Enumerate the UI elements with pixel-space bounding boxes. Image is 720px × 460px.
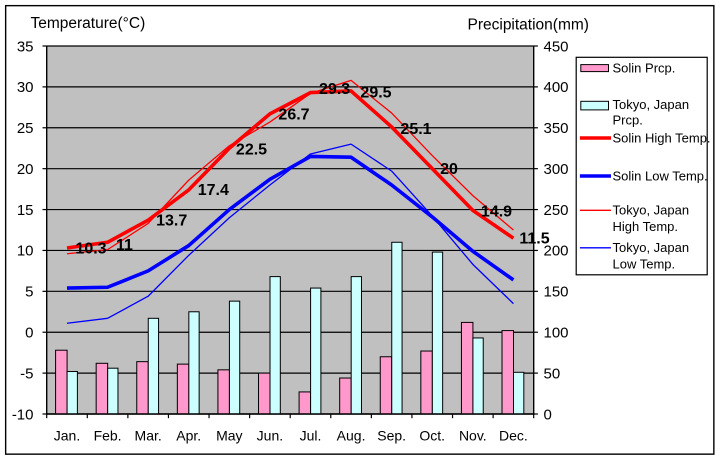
svg-text:29.3: 29.3 bbox=[319, 81, 350, 98]
svg-text:Dec.: Dec. bbox=[499, 427, 528, 443]
svg-text:30: 30 bbox=[17, 79, 34, 96]
svg-text:300: 300 bbox=[544, 161, 569, 178]
svg-text:50: 50 bbox=[544, 365, 561, 382]
svg-text:Jul.: Jul. bbox=[300, 427, 322, 443]
svg-text:17.4: 17.4 bbox=[198, 182, 229, 199]
svg-text:100: 100 bbox=[544, 325, 569, 342]
svg-text:Solin Prcp.: Solin Prcp. bbox=[613, 61, 676, 76]
svg-text:Tokyo, Japan: Tokyo, Japan bbox=[613, 240, 690, 255]
svg-text:Mar.: Mar. bbox=[135, 427, 162, 443]
svg-text:14.9: 14.9 bbox=[481, 203, 512, 220]
svg-text:Nov.: Nov. bbox=[459, 427, 487, 443]
svg-text:22.5: 22.5 bbox=[236, 142, 267, 159]
svg-text:Aug.: Aug. bbox=[337, 427, 366, 443]
svg-text:25: 25 bbox=[17, 120, 34, 137]
svg-text:Apr.: Apr. bbox=[176, 427, 201, 443]
svg-text:Precipitation(mm): Precipitation(mm) bbox=[468, 16, 589, 33]
svg-text:Tokyo, Japan: Tokyo, Japan bbox=[613, 203, 690, 218]
svg-text:11.5: 11.5 bbox=[519, 231, 549, 248]
svg-text:Jun.: Jun. bbox=[257, 427, 283, 443]
svg-text:15: 15 bbox=[17, 202, 34, 219]
svg-text:350: 350 bbox=[544, 120, 569, 137]
svg-text:High Temp.: High Temp. bbox=[613, 219, 679, 234]
svg-text:May: May bbox=[216, 427, 242, 443]
svg-text:10.3: 10.3 bbox=[75, 240, 106, 257]
svg-text:35: 35 bbox=[17, 38, 34, 55]
svg-text:150: 150 bbox=[544, 284, 569, 301]
svg-text:5: 5 bbox=[25, 284, 33, 301]
svg-text:Feb.: Feb. bbox=[94, 427, 122, 443]
svg-text:-5: -5 bbox=[20, 365, 33, 382]
svg-text:Sep.: Sep. bbox=[377, 427, 406, 443]
svg-text:200: 200 bbox=[544, 243, 569, 260]
svg-text:Oct.: Oct. bbox=[419, 427, 445, 443]
svg-text:400: 400 bbox=[544, 79, 569, 96]
svg-text:Prcp.: Prcp. bbox=[613, 113, 643, 128]
svg-text:Tokyo, Japan: Tokyo, Japan bbox=[613, 97, 690, 112]
svg-text:0: 0 bbox=[25, 325, 33, 342]
svg-text:10: 10 bbox=[17, 243, 34, 260]
svg-text:20: 20 bbox=[17, 161, 34, 178]
svg-text:26.7: 26.7 bbox=[278, 107, 309, 124]
svg-text:250: 250 bbox=[544, 202, 569, 219]
svg-text:0: 0 bbox=[544, 406, 552, 423]
svg-text:20: 20 bbox=[440, 161, 458, 178]
svg-text:11: 11 bbox=[116, 237, 133, 254]
svg-text:Solin Low Temp.: Solin Low Temp. bbox=[613, 169, 708, 184]
svg-text:Temperature(°C): Temperature(°C) bbox=[31, 15, 146, 32]
svg-text:Solin High Temp.: Solin High Temp. bbox=[613, 131, 711, 146]
svg-text:Low Temp.: Low Temp. bbox=[613, 257, 676, 272]
svg-text:Jan.: Jan. bbox=[54, 427, 80, 443]
svg-text:29.5: 29.5 bbox=[360, 85, 391, 102]
svg-text:13.7: 13.7 bbox=[156, 213, 187, 230]
svg-text:25.1: 25.1 bbox=[400, 121, 431, 138]
svg-text:-10: -10 bbox=[12, 406, 34, 423]
svg-text:450: 450 bbox=[544, 38, 569, 55]
